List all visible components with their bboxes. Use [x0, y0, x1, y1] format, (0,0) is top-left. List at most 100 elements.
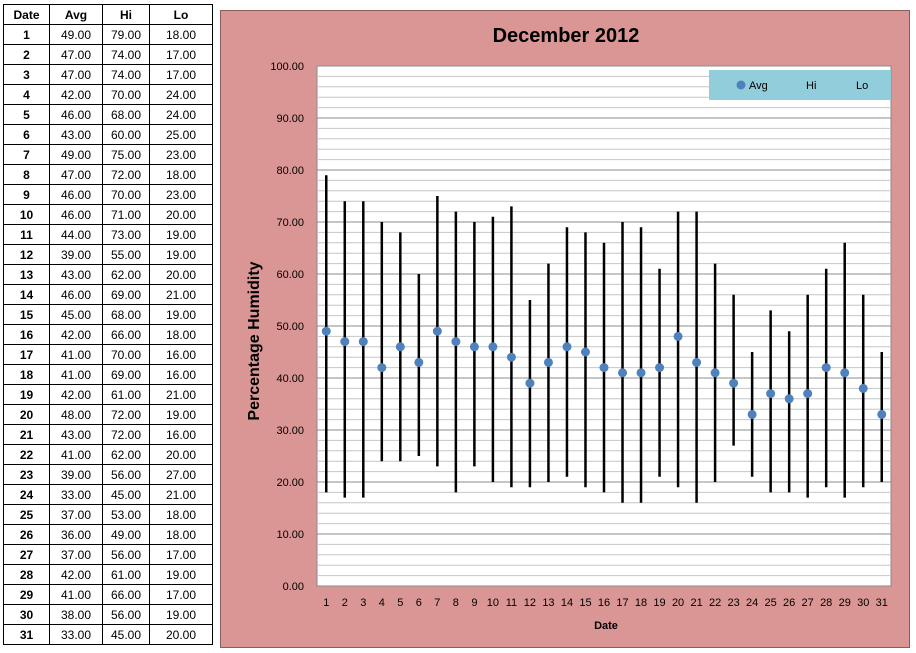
lo-cell: 24.00 — [149, 104, 213, 125]
avg-point — [321, 326, 331, 336]
hi-cell: 55.00 — [102, 244, 150, 265]
hi-cell: 70.00 — [102, 184, 150, 205]
avg-cell: 37.00 — [49, 504, 103, 525]
avg-cell: 41.00 — [49, 444, 103, 465]
avg-cell: 44.00 — [49, 224, 103, 245]
y-axis-label: Percentage Humidity — [246, 261, 263, 420]
y-tick-label: 50.00 — [276, 321, 304, 333]
avg-point — [747, 409, 757, 419]
x-tick-label: 19 — [653, 597, 665, 609]
table-row: 7 49.00 75.00 23.00 — [3, 144, 213, 165]
table-row: 10 46.00 71.00 20.00 — [3, 204, 213, 225]
lo-cell: 16.00 — [149, 424, 213, 445]
avg-point — [766, 389, 776, 399]
avg-point — [618, 368, 628, 378]
lo-cell: 19.00 — [149, 224, 213, 245]
avg-cell: 43.00 — [49, 264, 103, 285]
avg-point — [729, 378, 739, 388]
avg-cell: 48.00 — [49, 404, 103, 425]
date-cell: 24 — [3, 484, 50, 505]
avg-cell: 38.00 — [49, 604, 103, 625]
x-tick-label: 5 — [397, 597, 403, 609]
x-tick-label: 3 — [360, 597, 366, 609]
legend-entry-lo: Lo — [856, 80, 868, 92]
hi-cell: 79.00 — [102, 24, 150, 45]
lo-cell: 24.00 — [149, 84, 213, 105]
data-table: Date Avg Hi Lo 1 49.00 79.00 18.00 2 47.00 74.00 1… — [3, 4, 213, 645]
x-tick-label: 26 — [783, 597, 795, 609]
date-cell: 3 — [3, 64, 50, 85]
lo-cell: 23.00 — [149, 144, 213, 165]
date-cell: 13 — [3, 264, 50, 285]
avg-point — [377, 363, 387, 373]
avg-point — [451, 337, 461, 347]
x-tick-label: 1 — [323, 597, 329, 609]
table-row: 18 41.00 69.00 16.00 — [3, 364, 213, 385]
hi-cell: 72.00 — [102, 424, 150, 445]
hi-cell: 61.00 — [102, 564, 150, 585]
avg-point — [543, 357, 553, 367]
date-cell: 20 — [3, 404, 50, 425]
lo-cell: 21.00 — [149, 384, 213, 405]
hi-cell: 53.00 — [102, 504, 150, 525]
lo-cell: 17.00 — [149, 584, 213, 605]
hi-cell: 75.00 — [102, 144, 150, 165]
lo-cell: 21.00 — [149, 284, 213, 305]
avg-point — [673, 331, 683, 341]
y-tick-label: 60.00 — [276, 269, 304, 281]
avg-cell: 39.00 — [49, 244, 103, 265]
hi-cell: 73.00 — [102, 224, 150, 245]
chart-panel: 0.00 10.00 20.00 30.00 40.00 50.00 60.00 70.00 8… — [220, 10, 910, 648]
legend-entry-avg: Avg — [749, 80, 768, 92]
x-tick-label: 8 — [453, 597, 459, 609]
hi-cell: 70.00 — [102, 344, 150, 365]
avg-cell: 46.00 — [49, 284, 103, 305]
table-row: 25 37.00 53.00 18.00 — [3, 504, 213, 525]
x-tick-label: 23 — [727, 597, 739, 609]
hi-cell: 69.00 — [102, 364, 150, 385]
x-tick-label: 18 — [635, 597, 647, 609]
date-cell: 29 — [3, 584, 50, 605]
date-cell: 19 — [3, 384, 50, 405]
date-cell: 25 — [3, 504, 50, 525]
date-cell: 1 — [3, 24, 50, 45]
avg-cell: 46.00 — [49, 104, 103, 125]
date-cell: 10 — [3, 204, 50, 225]
hi-cell: 62.00 — [102, 264, 150, 285]
avg-point — [506, 352, 516, 362]
avg-cell: 46.00 — [49, 204, 103, 225]
avg-cell: 42.00 — [49, 324, 103, 345]
avg-cell: 41.00 — [49, 344, 103, 365]
avg-point — [580, 347, 590, 357]
x-tick-label: 29 — [839, 597, 851, 609]
table-row: 6 43.00 60.00 25.00 — [3, 124, 213, 145]
table-row: 29 41.00 66.00 17.00 — [3, 584, 213, 605]
table-row: 22 41.00 62.00 20.00 — [3, 444, 213, 465]
lo-cell: 16.00 — [149, 364, 213, 385]
avg-point — [469, 342, 479, 352]
lo-cell: 20.00 — [149, 204, 213, 225]
avg-point — [599, 363, 609, 373]
hi-cell: 60.00 — [102, 124, 150, 145]
avg-cell: 43.00 — [49, 424, 103, 445]
avg-point — [821, 363, 831, 373]
avg-point — [636, 368, 646, 378]
x-tick-label: 4 — [379, 597, 385, 609]
date-cell: 9 — [3, 184, 50, 205]
date-cell: 27 — [3, 544, 50, 565]
table-row: 21 43.00 72.00 16.00 — [3, 424, 213, 445]
avg-cell: 42.00 — [49, 384, 103, 405]
table-row: 27 37.00 56.00 17.00 — [3, 544, 213, 565]
avg-point — [877, 409, 887, 419]
table-row: 26 36.00 49.00 18.00 — [3, 524, 213, 545]
x-tick-label: 14 — [561, 597, 573, 609]
lo-cell: 27.00 — [149, 464, 213, 485]
avg-point — [803, 389, 813, 399]
avg-cell: 47.00 — [49, 44, 103, 65]
date-cell: 31 — [3, 624, 50, 645]
x-tick-label: 7 — [434, 597, 440, 609]
date-cell: 11 — [3, 224, 50, 245]
avg-cell: 33.00 — [49, 624, 103, 645]
table-row: 3 47.00 74.00 17.00 — [3, 64, 213, 85]
y-tick-label: 100.00 — [270, 61, 304, 73]
